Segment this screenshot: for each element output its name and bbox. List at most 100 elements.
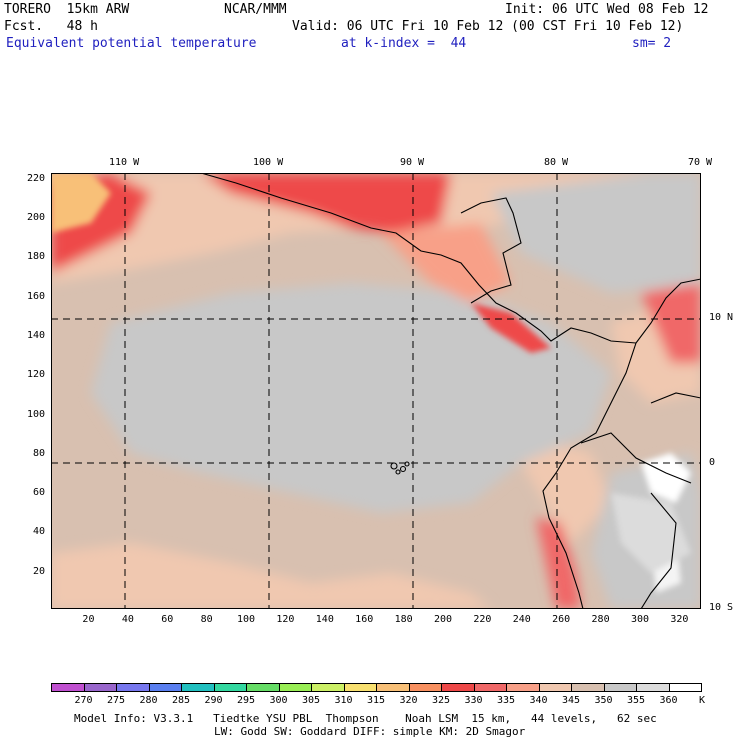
x-tick-label: 160 [355, 614, 374, 625]
model-name: TORERO 15km ARW [4, 2, 130, 17]
colorbar-swatch [83, 683, 117, 692]
colorbar-swatch [278, 683, 312, 692]
colorbar-label: 305 [302, 695, 321, 706]
colorbar-swatch [408, 683, 442, 692]
lat-lon-grid [51, 173, 701, 609]
organization: NCAR/MMM [224, 2, 287, 17]
colorbar-swatch [116, 683, 150, 692]
init-time: Init: 06 UTC Wed 08 Feb 12 [505, 2, 709, 17]
x-tick-label: 180 [394, 614, 413, 625]
equivalent-potential-temperature-map [51, 173, 701, 609]
y-tick-label: 220 [27, 172, 46, 184]
smoothing-info: sm= 2 [632, 36, 672, 51]
colorbar-label: 275 [107, 695, 126, 706]
colorbar-label: 315 [367, 695, 386, 706]
colorbar-swatch [148, 683, 182, 692]
lat-label-0: 0 [709, 457, 716, 468]
x-tick-label: 300 [630, 614, 649, 625]
field-340k-south [51, 543, 491, 609]
lon-label-100w: 100 W [253, 157, 284, 168]
y-tick-label: 160 [27, 290, 46, 302]
valid-time: Valid: 06 UTC Fri 10 Feb 12 (00 CST Fri … [292, 19, 684, 34]
field-330k-costa-rica [471, 303, 551, 353]
x-tick-label: 120 [276, 614, 295, 625]
colorbar-swatch [181, 683, 215, 692]
x-tick-label: 40 [121, 614, 134, 625]
colorbar-swatch [51, 683, 85, 692]
x-tick-label: 80 [200, 614, 213, 625]
colorbar-swatch [636, 683, 670, 692]
colorbar-swatch [343, 683, 377, 692]
colorbar-swatch [311, 683, 345, 692]
colorbar-label: 335 [497, 695, 516, 706]
y-tick-label: 60 [33, 487, 46, 499]
model-info-line-2: LW: Godd SW: Goddard DIFF: simple KM: 2D… [214, 725, 526, 738]
colorbar-label: 290 [204, 695, 223, 706]
y-tick-label: 20 [33, 565, 46, 577]
y-tick-label: 140 [27, 330, 46, 341]
colorbar-swatch [213, 683, 247, 692]
map-frame [51, 173, 701, 609]
colorbar-swatch [441, 683, 475, 692]
model-info-line-1: Model Info: V3.3.1 Tiedtke YSU PBL Thomp… [74, 712, 657, 725]
coastline-colombia [635, 278, 701, 344]
x-tick-label: 320 [670, 614, 689, 625]
y-tick-label: 100 [27, 408, 46, 420]
field-350k-pool [91, 283, 611, 513]
colorbar-label: 340 [529, 695, 548, 706]
border-brazil [650, 392, 701, 404]
y-tick-label: 40 [33, 526, 46, 538]
lon-label-90w: 90 W [400, 157, 425, 168]
border-andes [640, 492, 677, 609]
colorbar-label: 310 [334, 695, 353, 706]
x-tick-label: 240 [512, 614, 531, 625]
y-tick-label: 180 [27, 251, 46, 263]
colorbar-swatch [246, 683, 280, 692]
colorbar-label: 325 [432, 695, 451, 706]
colorbar-swatch [473, 683, 507, 692]
x-tick-label: 100 [237, 614, 256, 625]
y-tick-label: 80 [33, 447, 46, 459]
field-360k-sa [641, 453, 691, 503]
colorbar-swatch [538, 683, 572, 692]
colorbar-swatch [668, 683, 702, 692]
coastline-south-america [542, 342, 637, 609]
lat-label-10s: 10 S [709, 602, 734, 613]
colorbar-label: 330 [464, 695, 483, 706]
colorbar-label: 285 [172, 695, 191, 706]
level-info: at k-index = 44 [341, 36, 467, 51]
colorbar-swatch [571, 683, 605, 692]
coastline-caribbean [460, 197, 522, 304]
field-350k-caribbean [491, 173, 701, 293]
colorbar-swatch [603, 683, 637, 692]
lon-label-80w: 80 W [544, 157, 569, 168]
field-355k-sa [611, 493, 691, 573]
field-330k-colombia [641, 283, 701, 363]
colorbar-label: 300 [269, 695, 288, 706]
x-tick-label: 280 [591, 614, 610, 625]
x-tick-label: 20 [82, 614, 95, 625]
colorbar-label: 270 [74, 695, 93, 706]
colorbar-label: 350 [594, 695, 613, 706]
field-325k-northwest [51, 173, 111, 233]
colorbar-swatch [376, 683, 410, 692]
colorbar-label: 345 [562, 695, 581, 706]
colorbar-label: 320 [399, 695, 418, 706]
lon-label-70w: 70 W [688, 157, 713, 168]
x-tick-label: 220 [473, 614, 492, 625]
y-tick-label: 120 [27, 369, 46, 381]
border-peru [580, 432, 692, 484]
y-tick-label: 200 [27, 212, 46, 224]
x-tick-label: 140 [315, 614, 334, 625]
colorbar-label: 280 [139, 695, 158, 706]
coastline-central-america [200, 173, 637, 344]
field-335k-sa-coast [536, 518, 581, 609]
colorbar-unit: K [699, 695, 706, 706]
colorbar-swatch [506, 683, 540, 692]
lon-label-110w: 110 W [109, 157, 140, 168]
colorbar-label: 360 [659, 695, 678, 706]
x-tick-label: 200 [433, 614, 453, 625]
x-tick-label: 60 [161, 614, 174, 625]
coastlines [200, 173, 701, 609]
lat-label-10n: 10 N [709, 312, 734, 323]
